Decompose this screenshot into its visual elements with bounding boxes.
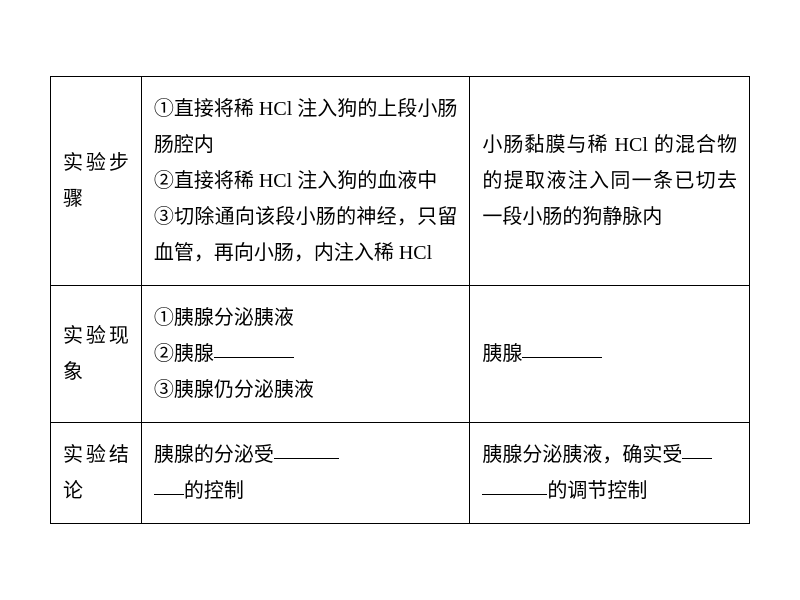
- blank-field: [214, 337, 294, 358]
- conclusion-col2: 胰腺的分泌受 的控制: [141, 423, 470, 524]
- blank-field: [274, 438, 339, 459]
- phenom-text: ②胰腺: [154, 343, 214, 365]
- blank-field: [154, 474, 184, 495]
- steps-col3: 小肠黏膜与稀 HCl 的混合物的提取液注入同一条已切去一段小肠的狗静脉内: [470, 77, 750, 286]
- phenomena-col3: 胰腺: [470, 286, 750, 423]
- phenom-text: 胰腺: [482, 343, 522, 365]
- concl-text: 胰腺分泌胰液，确实受: [482, 444, 682, 466]
- row-label: 实验现象: [51, 286, 142, 423]
- phenom-line: ①胰腺分泌胰液: [154, 300, 458, 336]
- blank-field: [682, 438, 712, 459]
- table-row: 实验现象 ①胰腺分泌胰液 ②胰腺 ③胰腺仍分泌胰液 胰腺: [51, 286, 750, 423]
- row-label: 实验步骤: [51, 77, 142, 286]
- row-label: 实验结论: [51, 423, 142, 524]
- step-line: ③切除通向该段小肠的神经，只留血管，再向小肠，内注入稀 HCl: [154, 199, 458, 271]
- phenomena-col2: ①胰腺分泌胰液 ②胰腺 ③胰腺仍分泌胰液: [141, 286, 470, 423]
- concl-text: 的调节控制: [547, 480, 647, 502]
- phenom-line: ③胰腺仍分泌胰液: [154, 372, 458, 408]
- blank-field: [482, 474, 547, 495]
- blank-field: [522, 337, 602, 358]
- table-row: 实验步骤 ①直接将稀 HCl 注入狗的上段小肠肠腔内 ②直接将稀 HCl 注入狗…: [51, 77, 750, 286]
- concl-text: 的控制: [184, 480, 244, 502]
- step-line: ②直接将稀 HCl 注入狗的血液中: [154, 163, 458, 199]
- conclusion-col3: 胰腺分泌胰液，确实受 的调节控制: [470, 423, 750, 524]
- phenom-line: ②胰腺: [154, 336, 458, 372]
- concl-text: 胰腺的分泌受: [154, 444, 274, 466]
- experiment-table-container: 实验步骤 ①直接将稀 HCl 注入狗的上段小肠肠腔内 ②直接将稀 HCl 注入狗…: [50, 76, 750, 524]
- step-line: ①直接将稀 HCl 注入狗的上段小肠肠腔内: [154, 91, 458, 163]
- steps-col2: ①直接将稀 HCl 注入狗的上段小肠肠腔内 ②直接将稀 HCl 注入狗的血液中 …: [141, 77, 470, 286]
- table-row: 实验结论 胰腺的分泌受 的控制 胰腺分泌胰液，确实受 的调节控制: [51, 423, 750, 524]
- experiment-table: 实验步骤 ①直接将稀 HCl 注入狗的上段小肠肠腔内 ②直接将稀 HCl 注入狗…: [50, 76, 750, 524]
